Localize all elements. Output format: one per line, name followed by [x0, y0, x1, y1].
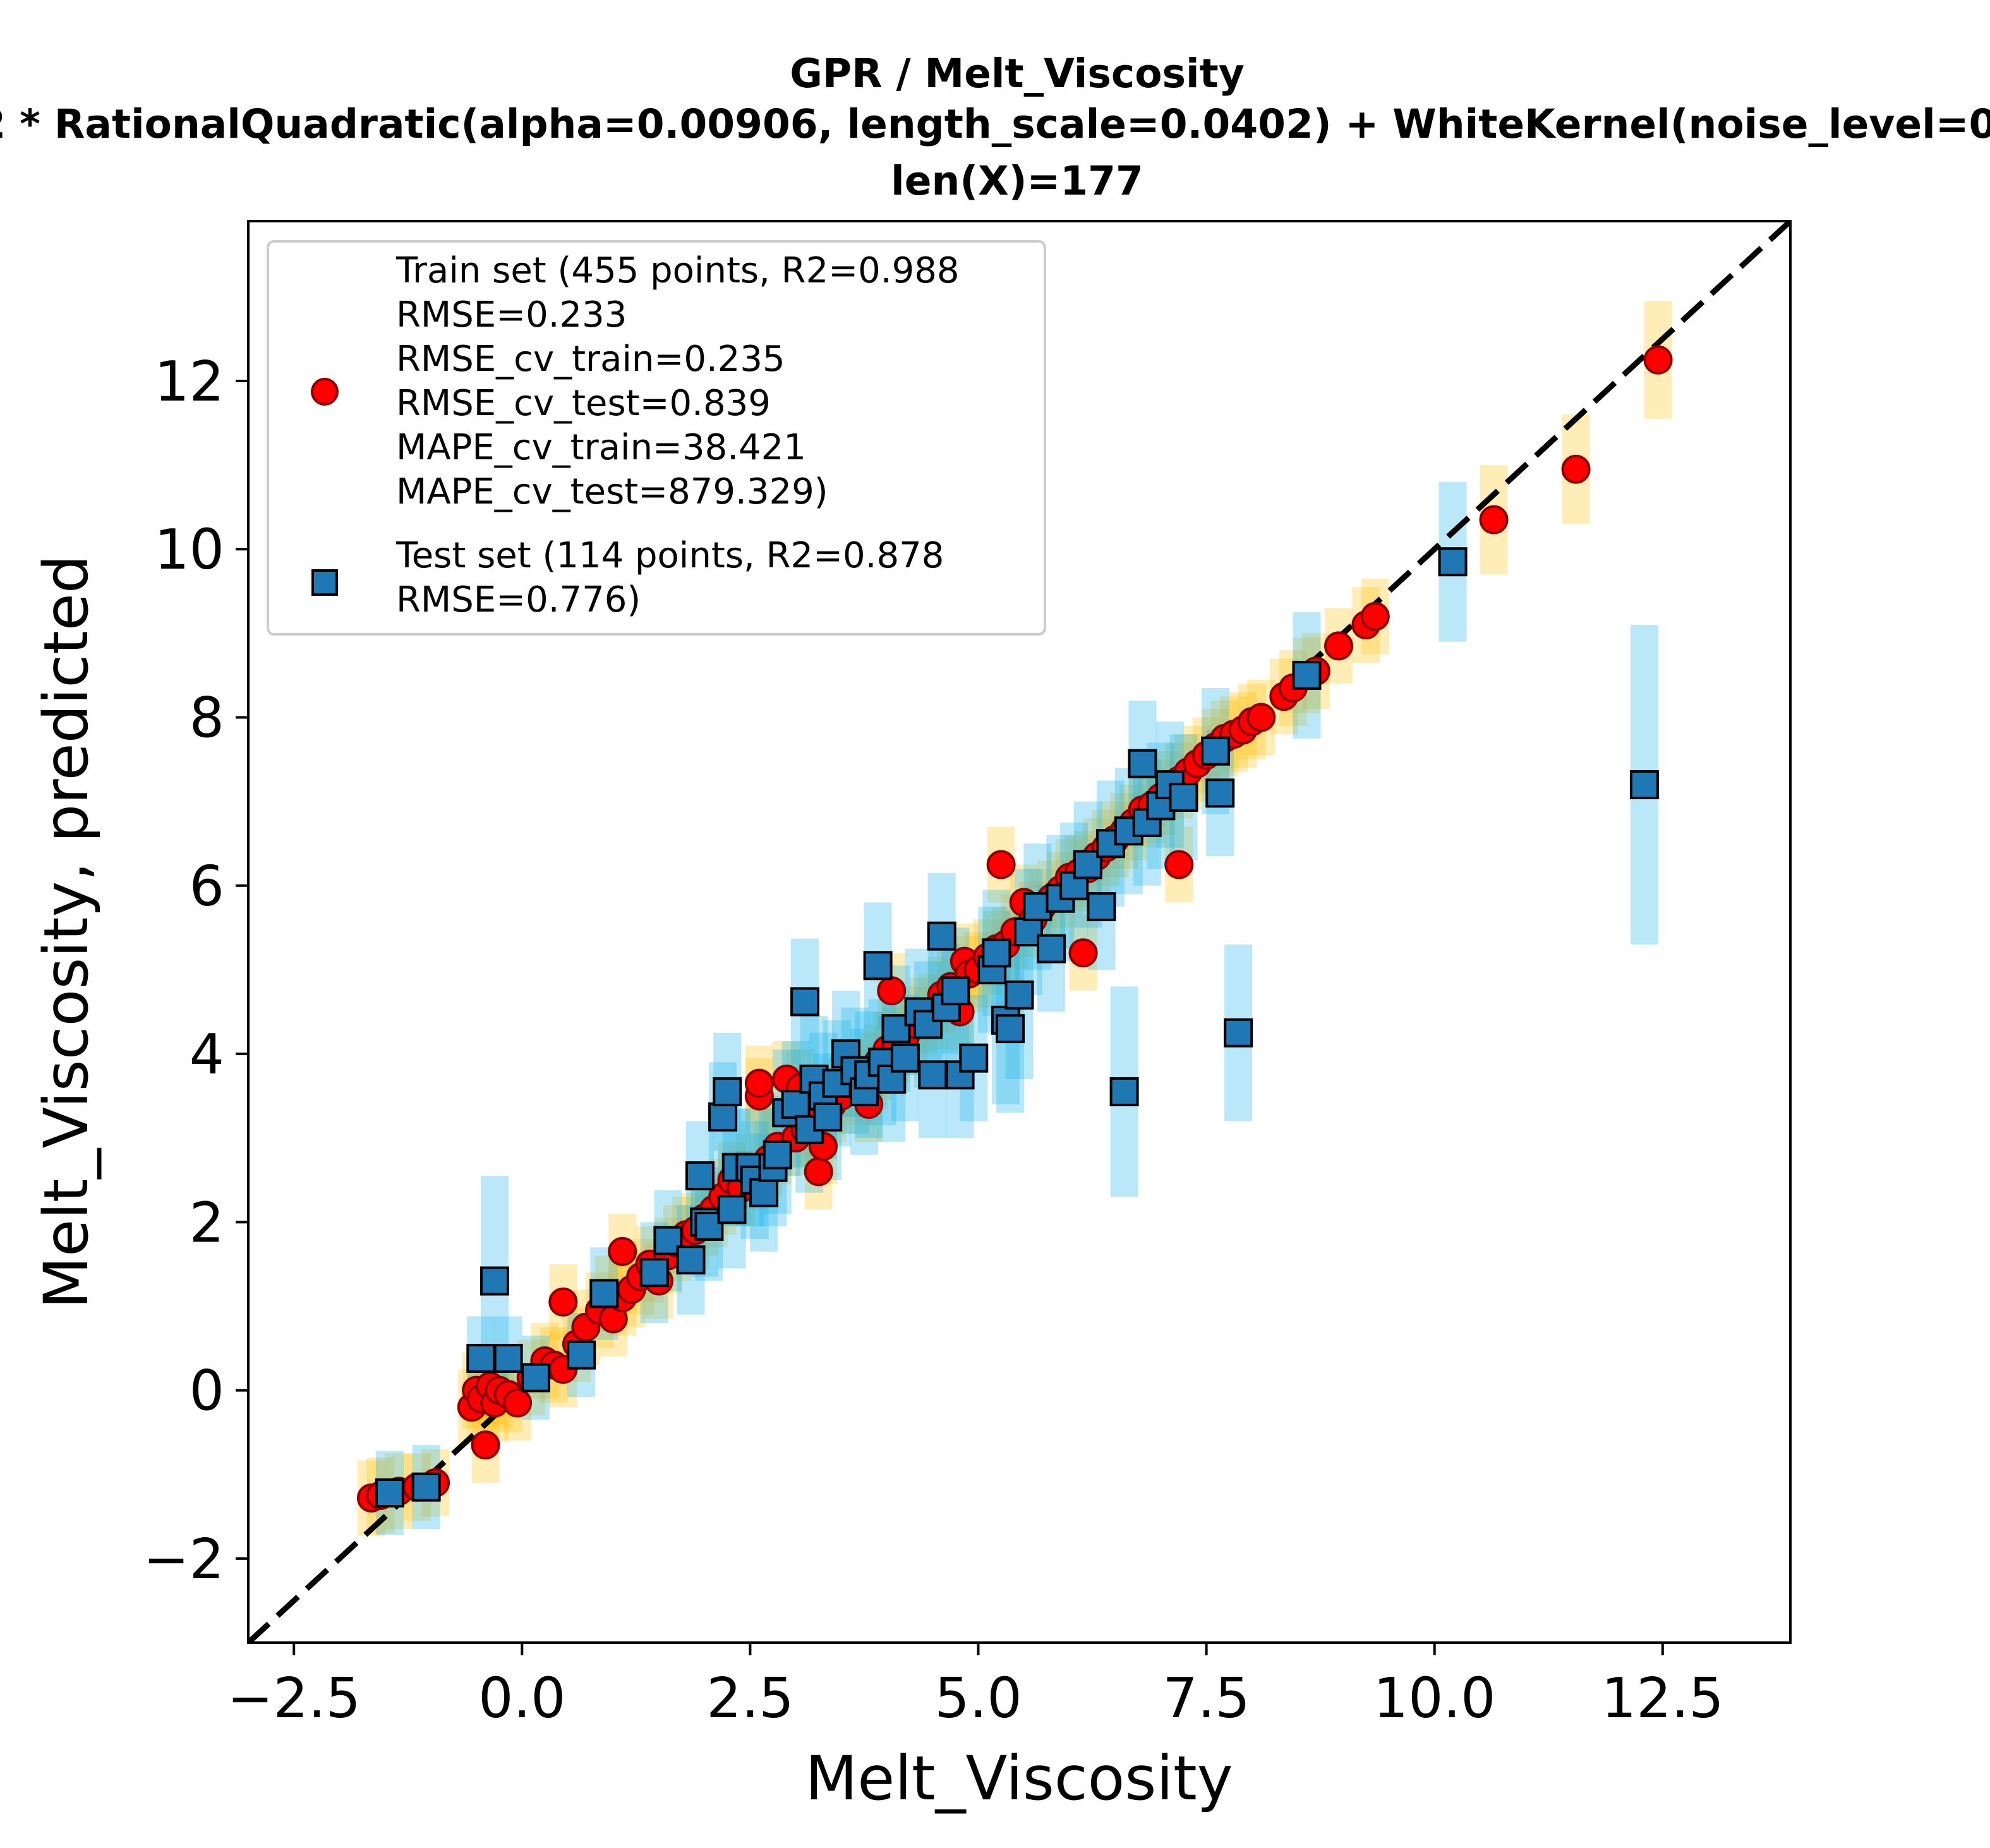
- plot-frame: [247, 220, 1792, 1644]
- train-point: [608, 1236, 637, 1266]
- test-point: [1629, 770, 1659, 800]
- y-axis-ticks: −2 0 2 4 6 8 10 12: [143, 349, 248, 1591]
- test-point: [763, 1140, 792, 1169]
- train-point: [1561, 454, 1591, 484]
- legend-train-line-2: RMSE=0.233: [396, 294, 627, 335]
- train-point: [877, 976, 907, 1006]
- test-point: [1201, 736, 1231, 766]
- x-tick-label: 12.5: [1601, 1666, 1724, 1730]
- y-tick-label: 0: [190, 1359, 224, 1423]
- chart-title-line-1: GPR / Melt_Viscosity: [790, 51, 1245, 97]
- legend: Train set (455 points, R2=0.988 RMSE=0.2…: [267, 240, 1046, 636]
- test-point: [813, 1102, 843, 1132]
- test-point: [1087, 892, 1116, 922]
- train-point: [1479, 505, 1509, 534]
- test-point: [676, 1245, 706, 1275]
- legend-train-line-6: MAPE_cv_test=879.329): [396, 471, 828, 512]
- test-point: [567, 1340, 596, 1370]
- train-point: [1164, 850, 1194, 879]
- legend-box: [267, 240, 1046, 636]
- test-point: [982, 938, 1011, 968]
- test-point: [1169, 782, 1198, 812]
- y-tick-label: 8: [190, 686, 224, 751]
- legend-train-line-3: RMSE_cv_train=0.235: [396, 339, 785, 380]
- x-tick-label: 7.5: [1162, 1666, 1250, 1730]
- test-point: [717, 1195, 747, 1224]
- test-point: [479, 1266, 509, 1296]
- test-point: [589, 1279, 619, 1308]
- y-tick-label: −2: [143, 1527, 224, 1591]
- test-point: [708, 1102, 738, 1132]
- test-point: [639, 1258, 669, 1288]
- legend-test-line-1: Test set (114 points, R2=0.878: [395, 535, 944, 576]
- test-point: [790, 987, 820, 1017]
- test-point: [941, 976, 970, 1006]
- test-point: [927, 921, 956, 951]
- legend-train-line-4: RMSE_cv_test=0.839: [396, 383, 771, 424]
- y-tick-label: 6: [190, 854, 224, 919]
- train-point: [804, 1157, 833, 1187]
- y-tick-label: 12: [154, 349, 224, 414]
- test-point: [918, 1060, 948, 1090]
- chart-title: GPR / Melt_Viscosity 0.8**2 * RationalQu…: [0, 51, 1990, 204]
- y-axis-label: Melt_Viscosity, predicted: [31, 555, 102, 1309]
- x-tick-label: −2.5: [227, 1666, 361, 1730]
- legend-train-line-1: Train set (455 points, R2=0.988: [395, 250, 959, 291]
- test-point: [1109, 1077, 1139, 1106]
- test-point: [781, 1089, 811, 1119]
- test-point: [1128, 749, 1157, 778]
- test-point: [1205, 778, 1235, 808]
- test-point: [466, 1344, 496, 1373]
- plot-area: [248, 221, 1790, 1643]
- y-tick-label: 10: [154, 517, 224, 582]
- test-point: [890, 1043, 920, 1073]
- train-point: [1324, 631, 1354, 661]
- train-point: [1068, 938, 1098, 968]
- test-point: [749, 1178, 779, 1207]
- x-tick-label: 0.0: [478, 1666, 565, 1730]
- test-point: [375, 1478, 404, 1508]
- chart-title-line-3: len(X)=177: [891, 158, 1143, 204]
- x-tick-label: 5.0: [934, 1666, 1022, 1730]
- test-point: [685, 1161, 715, 1191]
- test-point: [411, 1472, 441, 1502]
- train-point: [1360, 601, 1390, 631]
- train-point: [986, 850, 1016, 879]
- train-point: [471, 1430, 500, 1460]
- test-point: [1438, 547, 1468, 577]
- train-point: [548, 1287, 578, 1317]
- test-point: [1004, 980, 1034, 1010]
- train-point: [1246, 703, 1276, 732]
- legend-test-line-2: RMSE=0.776): [396, 579, 641, 620]
- test-point: [996, 1014, 1025, 1044]
- x-tick-label: 10.0: [1373, 1666, 1496, 1730]
- test-point: [959, 1043, 989, 1073]
- legend-train-line-5: MAPE_cv_train=38.421: [396, 427, 806, 468]
- test-points: [375, 547, 1659, 1508]
- legend-test-marker: [311, 569, 338, 596]
- x-axis-ticks: −2.5 0.0 2.5 5.0 7.5 10.0 12.5: [227, 1643, 1724, 1730]
- train-point: [1643, 345, 1673, 375]
- test-point: [493, 1344, 523, 1373]
- test-point: [1292, 660, 1322, 690]
- x-tick-label: 2.5: [706, 1666, 793, 1730]
- test-point: [713, 1077, 742, 1106]
- test-point: [1073, 850, 1102, 879]
- y-tick-label: 4: [190, 1022, 224, 1087]
- legend-train-marker: [311, 378, 339, 406]
- test-point: [521, 1363, 550, 1392]
- y-tick-label: 2: [190, 1190, 224, 1255]
- x-axis-label: Melt_Viscosity: [805, 1743, 1233, 1814]
- test-point: [863, 951, 893, 981]
- train-point: [744, 1068, 774, 1098]
- chart-title-line-2: 0.8**2 * RationalQuadratic(alpha=0.00906…: [0, 101, 1990, 147]
- test-point: [1224, 1018, 1253, 1048]
- train-point: [503, 1388, 533, 1418]
- test-point: [1037, 934, 1066, 963]
